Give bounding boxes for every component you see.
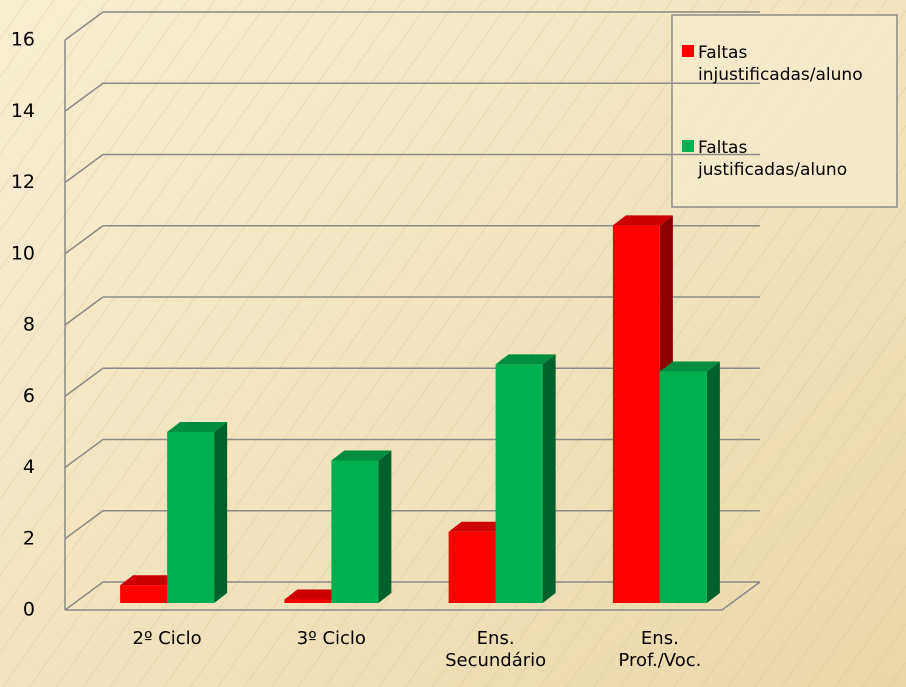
grid-line (64, 11, 760, 41)
x-tick-label: 2º Ciclo (132, 628, 202, 649)
bar-side (214, 422, 228, 603)
y-tick-label: 12 (11, 171, 35, 193)
x-tick-label: Ens. Prof./Voc. (618, 628, 702, 671)
x-tick-label: Ens. Secundário (445, 628, 547, 671)
floor-edge (65, 581, 761, 611)
bar-top (495, 354, 556, 365)
bar-top (167, 422, 228, 432)
bar-side (378, 450, 392, 603)
legend-box (671, 14, 898, 208)
bar-top (448, 521, 509, 532)
bar (331, 460, 379, 603)
bar (495, 364, 543, 603)
grid-line (64, 153, 760, 184)
bar (120, 585, 168, 603)
legend-label: Faltas injustificadas/aluno (698, 43, 863, 85)
grid-line (64, 296, 760, 326)
grid-line (64, 225, 760, 255)
bar-top (331, 450, 392, 461)
bar-top (120, 575, 181, 586)
y-tick-label: 16 (11, 29, 35, 51)
bar (612, 225, 660, 603)
y-tick-label: 8 (23, 314, 35, 336)
bar (284, 599, 332, 603)
legend-label: Faltas justificadas/aluno (698, 138, 848, 180)
y-tick-label: 0 (23, 599, 35, 621)
y-tick-label: 14 (11, 100, 35, 122)
bar (448, 531, 496, 603)
bar (167, 432, 215, 603)
legend-swatch (682, 140, 694, 152)
bar-top (284, 589, 345, 600)
bar (659, 371, 707, 603)
y-tick-label: 10 (11, 242, 35, 264)
y-tick-label: 4 (23, 456, 35, 478)
y-tick-label: 2 (23, 527, 35, 549)
grid-line (64, 82, 760, 112)
x-tick-label: 3º Ciclo (296, 628, 366, 649)
y-tick-label: 6 (23, 385, 35, 407)
bar-side (706, 361, 720, 603)
legend-swatch (682, 45, 694, 57)
bar-side (542, 354, 556, 603)
bar-top (659, 361, 720, 372)
bar-top (612, 215, 673, 226)
